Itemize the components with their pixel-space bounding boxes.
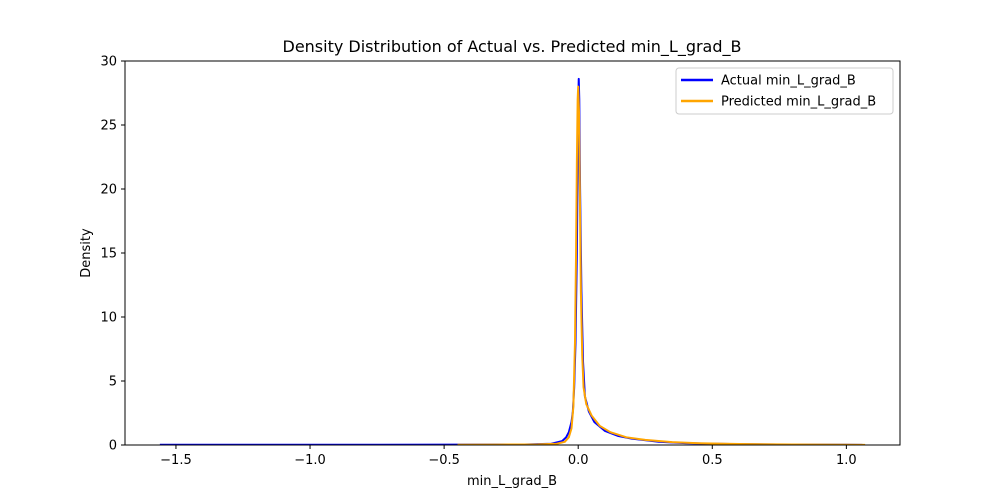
legend-label-predicted: Predicted min_L_grad_B xyxy=(721,95,876,110)
series-line-predicted xyxy=(457,85,866,445)
legend-box xyxy=(675,67,894,115)
y-tick-label: 25 xyxy=(100,119,117,134)
x-tick-label: 1.0 xyxy=(836,453,857,468)
y-axis-label: Density xyxy=(79,228,94,278)
x-tick-label: −1.5 xyxy=(160,453,192,468)
plot-area xyxy=(159,77,866,445)
y-tick-label: 10 xyxy=(100,311,117,326)
axes: −1.5 −1.0 −0.5 0.0 0.5 1.0 0 5 10 15 20 25 30 xyxy=(100,55,901,468)
x-tick-label: 0.5 xyxy=(702,453,723,468)
y-tick-label: 30 xyxy=(100,55,117,70)
y-tick-label: 5 xyxy=(109,375,117,390)
chart-title: Density Distribution of Actual vs. Predi… xyxy=(283,37,742,57)
y-tick-label: 0 xyxy=(109,439,117,454)
legend: Actual min_L_grad_B Predicted min_L_grad_… xyxy=(675,67,894,115)
x-tick-label: −0.5 xyxy=(428,453,460,468)
x-tick-label: 0.0 xyxy=(568,453,589,468)
y-tick-label: 15 xyxy=(100,247,117,262)
x-tick-label: −1.0 xyxy=(294,453,326,468)
y-tick-label: 20 xyxy=(100,183,117,198)
legend-label-actual: Actual min_L_grad_B xyxy=(721,74,856,89)
x-axis-label: min_L_grad_B xyxy=(467,474,557,489)
